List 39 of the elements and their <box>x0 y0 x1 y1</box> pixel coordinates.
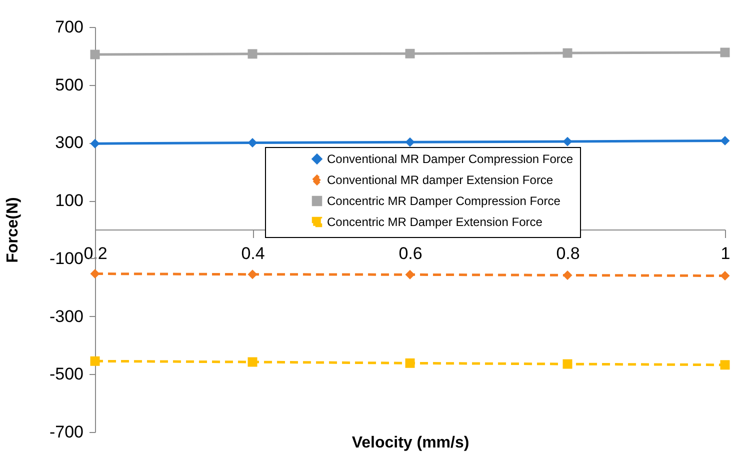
point <box>562 48 572 58</box>
legend-label: Concentric MR Damper Compression Force <box>327 194 561 208</box>
point <box>248 49 258 59</box>
point <box>720 360 730 370</box>
point <box>405 48 415 58</box>
y-tick-label: 700 <box>55 18 84 36</box>
y-tick-label: -700 <box>49 422 84 442</box>
point <box>90 50 100 60</box>
point <box>405 270 415 280</box>
legend-label: Concentric MR Damper Extension Force <box>327 215 543 229</box>
x-tick-label: 1 <box>720 244 730 263</box>
point <box>562 136 572 146</box>
legend-label: Conventional MR Damper Compression Force <box>327 152 574 166</box>
point <box>405 358 415 368</box>
point <box>562 270 572 280</box>
point <box>720 48 730 58</box>
x-tick-label: 0.4 <box>241 244 265 263</box>
point <box>405 137 415 147</box>
y-tick-label: 500 <box>55 75 84 94</box>
y-tick-label: -500 <box>49 364 84 384</box>
x-tick-label: 0.2 <box>84 244 108 263</box>
point <box>720 136 730 146</box>
x-axis-title: Velocity (mm/s) <box>352 434 470 452</box>
x-tick-label: 0.6 <box>398 244 422 263</box>
point <box>720 271 730 281</box>
point <box>248 357 258 367</box>
point <box>90 356 100 366</box>
legend-label: Conventional MR damper Extension Force <box>327 173 554 187</box>
point <box>248 270 258 280</box>
y-tick-label: -300 <box>49 306 84 326</box>
point <box>562 359 572 369</box>
point <box>90 269 100 279</box>
y-tick-label: 300 <box>55 133 84 152</box>
point <box>90 138 100 148</box>
y-axis-title: Force(N) <box>4 197 22 263</box>
point <box>248 138 258 148</box>
y-tick-label: -100 <box>49 248 84 268</box>
x-tick-label: 0.8 <box>556 244 580 263</box>
y-tick-label: 100 <box>55 191 84 210</box>
